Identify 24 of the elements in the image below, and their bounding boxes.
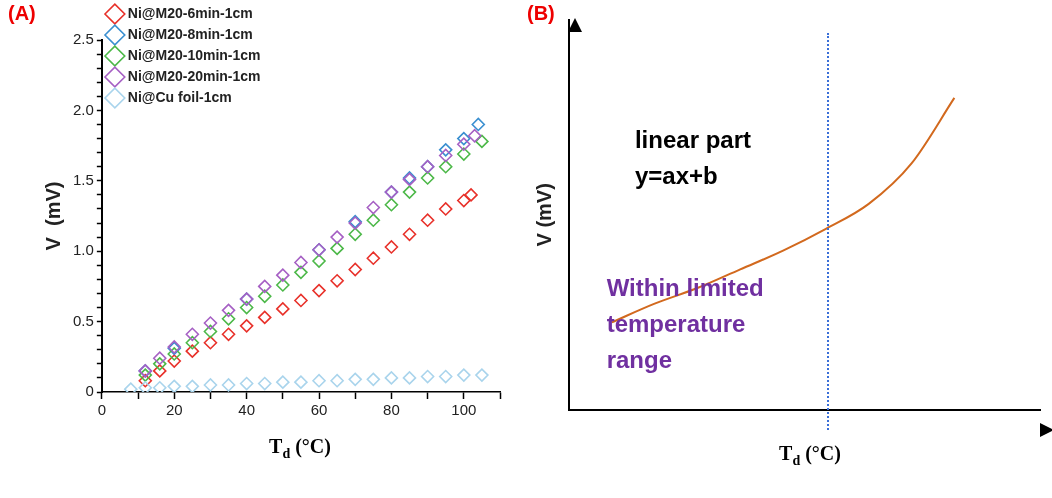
y-axis-title: V (mV) [41,181,64,251]
y-tick-label: 0.5 [72,311,94,329]
x-tick-label: 40 [238,401,255,419]
x-tick-label: 80 [383,401,400,419]
y-tick-label: 2.5 [72,30,94,48]
annotation: linear part y=ax+b [634,125,751,189]
y-tick-label: 1.5 [72,170,94,188]
x-tick-label: 100 [451,401,477,419]
legend-label: Ni@M20-20min-1cm [127,67,261,84]
y-tick-label: 0 [85,382,94,400]
legend-label: Ni@M20-6min-1cm [127,4,253,21]
x-tick-label: 20 [165,401,183,419]
legend-label: Ni@M20-10min-1cm [127,46,261,63]
y-tick-label: 2.0 [72,100,94,118]
x-tick-label: 0 [97,401,107,419]
legend-label: Ni@Cu foil-1cm [127,88,232,105]
y-tick-label: 1.0 [72,241,94,259]
chart-title: (A) [8,2,36,25]
x-axis-title: T$_{d}$ (°C) [779,442,841,469]
chart-title: (B) [527,2,555,25]
x-axis-title: T$_{d}$ (°C) [269,435,331,462]
y-axis-title: V (mV) [532,183,555,247]
legend-label: Ni@M20-8min-1cm [127,25,253,42]
x-tick-label: 60 [310,401,328,419]
